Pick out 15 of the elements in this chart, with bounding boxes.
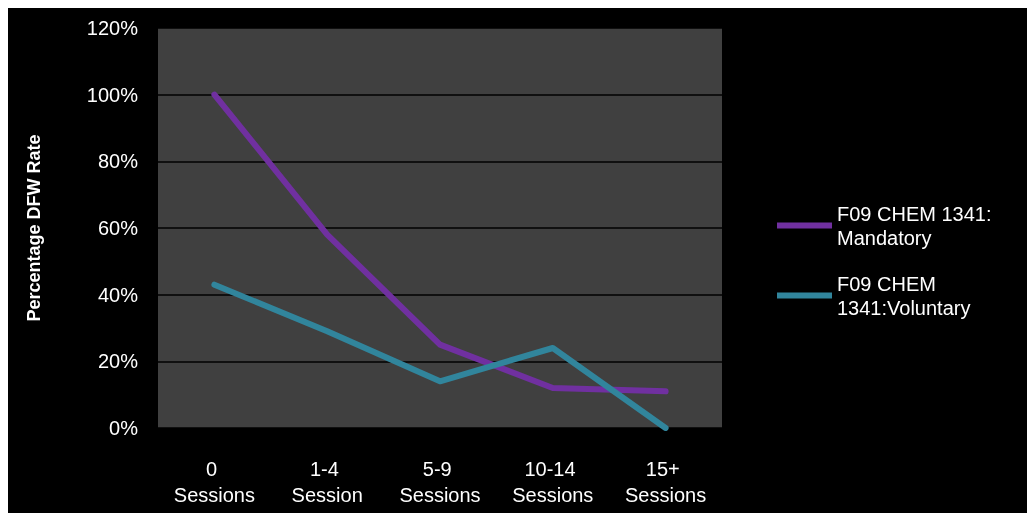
y-tick-label: 120%	[86, 17, 139, 39]
x-tick-label: 10-14 Sessions	[512, 458, 594, 506]
y-tick-label: 40%	[97, 283, 139, 306]
x-tick-label: 1-4 Session	[291, 458, 363, 506]
y-tick-label: 100%	[86, 83, 139, 106]
y-axis-title: Percentage DFW Rate	[24, 134, 44, 322]
y-tick-label: 20%	[97, 350, 139, 373]
y-tick-label: 0%	[109, 417, 139, 439]
x-tick-label: 5-9 Sessions	[399, 458, 481, 506]
x-tick-label: 0 Sessions	[173, 458, 255, 506]
legend-label: F09 CHEM 1341: Mandatory	[837, 202, 998, 249]
y-tick-label: 80%	[97, 150, 139, 173]
y-tick-label: 60%	[97, 217, 139, 239]
x-tick-label: 15+ Sessions	[625, 458, 707, 506]
legend-label: F09 CHEM 1341:Voluntary	[837, 272, 971, 319]
